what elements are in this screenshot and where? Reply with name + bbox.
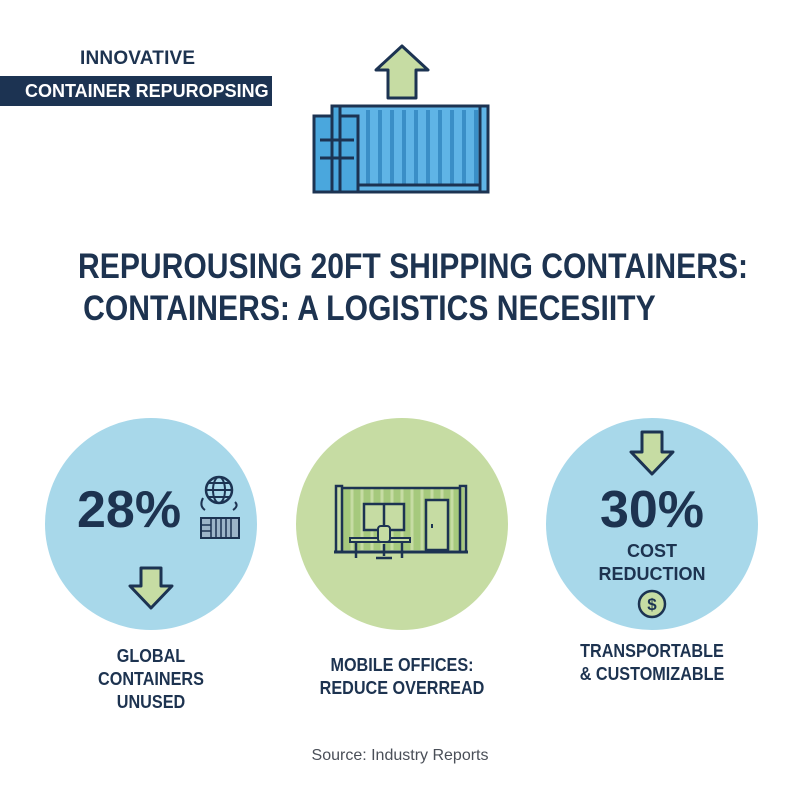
- arrow-down-icon: [128, 566, 174, 610]
- label-line: TRANSPORTABLE: [580, 641, 724, 661]
- kicker-text: INNOVATIVE: [80, 48, 196, 69]
- sublabel-line: REDUCTION: [598, 564, 706, 584]
- stat-sublabel: COST REDUCTION: [546, 540, 758, 586]
- globe-container-icon: [200, 475, 240, 539]
- stat-label-offices: MOBILE OFFICES: REDUCE OVERREAD: [310, 654, 494, 700]
- label-line: & CUSTOMIZABLE: [579, 664, 725, 684]
- banner: CONTAINER REPUROPSING: [0, 76, 272, 106]
- stat-circle-unused: 28%: [45, 418, 257, 630]
- sublabel-line: COST: [626, 541, 677, 561]
- label-line: CONTAINERS: [98, 669, 204, 689]
- label-line: GLOBAL: [116, 646, 186, 666]
- label-line: MOBILE OFFICES:: [330, 655, 474, 675]
- source-note: Source: Industry Reports: [311, 747, 489, 764]
- banner-text: CONTAINER REPUROPSING: [25, 81, 269, 101]
- stat-label-cost: TRANSPORTABLE & CUSTOMIZABLE: [557, 640, 748, 686]
- stat-value: 28%: [77, 481, 182, 539]
- shipping-container-icon: [312, 44, 490, 194]
- title-line-1: REPUROUSING 20FT SHIPPING CONTAINERS:: [78, 247, 749, 286]
- stat-value: 30%: [599, 481, 705, 539]
- stat-circle-offices: [296, 418, 508, 630]
- label-line: UNUSED: [116, 692, 186, 712]
- arrow-down-icon: [629, 430, 675, 476]
- label-line: REDUCE OVERREAD: [319, 678, 485, 698]
- dollar-coin-icon: $: [637, 589, 667, 619]
- stat-label-unused: GLOBAL CONTAINERS UNUSED: [67, 645, 234, 714]
- svg-text:$: $: [647, 595, 657, 614]
- container-office-icon: [334, 484, 468, 560]
- stat-circle-cost: 30% COST REDUCTION $: [546, 418, 758, 630]
- title-line-2: CONTAINERS: A LOGISTICS NECESIITY: [83, 289, 656, 328]
- page-title: REPUROUSING 20FT SHIPPING CONTAINERS: CO…: [78, 246, 748, 330]
